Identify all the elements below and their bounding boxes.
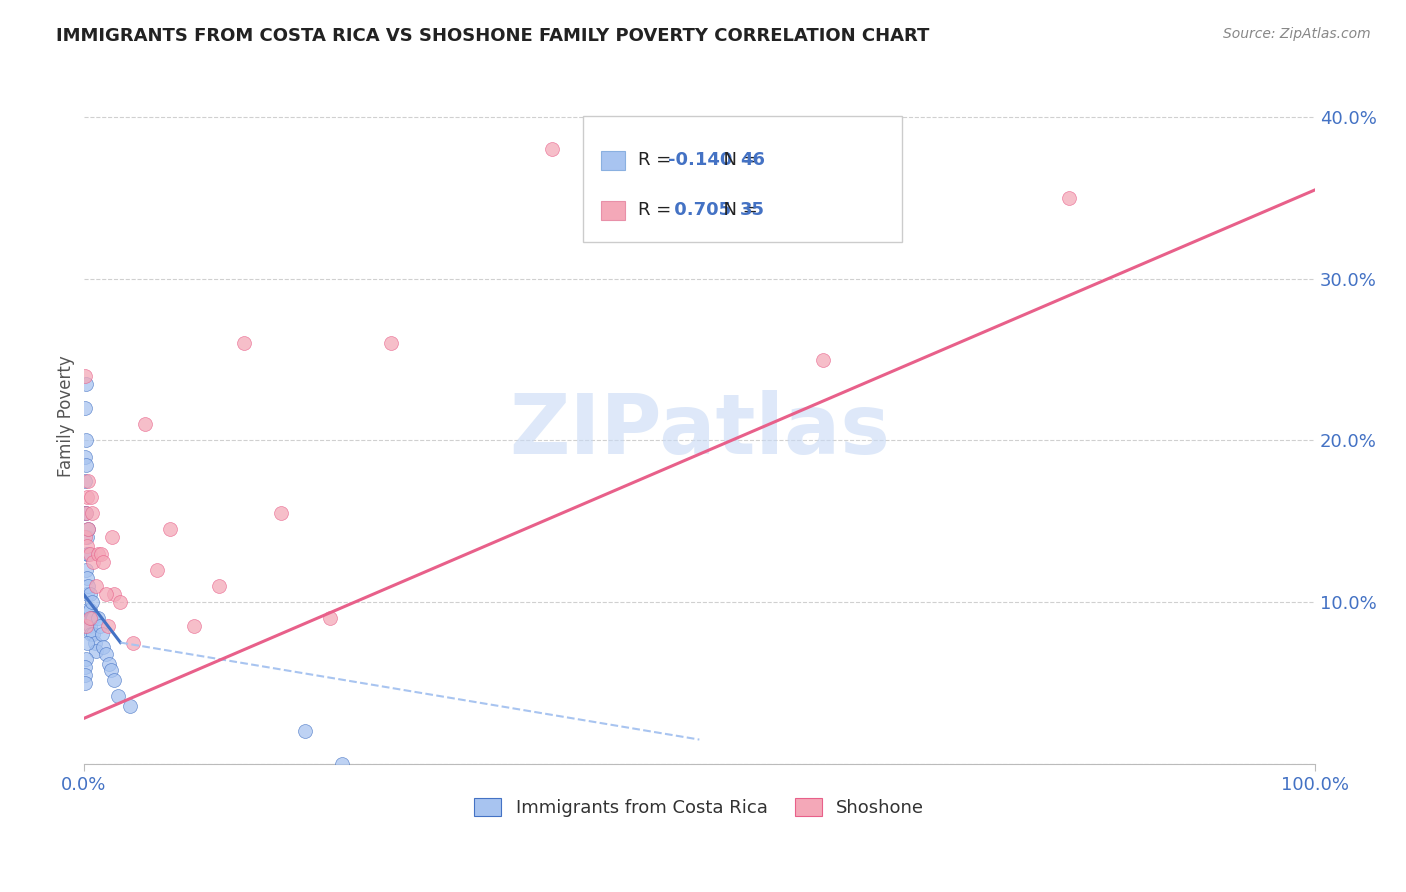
- Text: N =: N =: [711, 202, 763, 219]
- Point: [80, 627, 103, 641]
- Point: [98, 657, 121, 671]
- Point: [79, 619, 101, 633]
- Point: [120, 698, 142, 713]
- Point: [87, 611, 110, 625]
- Point: [97, 619, 120, 633]
- Point: [77, 522, 100, 536]
- Point: [79, 587, 101, 601]
- Point: [73, 668, 96, 682]
- Point: [73, 660, 96, 674]
- Text: 0.705: 0.705: [668, 202, 731, 219]
- Point: [75, 651, 97, 665]
- Point: [76, 603, 98, 617]
- Point: [270, 506, 292, 520]
- Point: [319, 611, 342, 625]
- Point: [77, 547, 100, 561]
- Legend: Immigrants from Costa Rica, Shoshone: Immigrants from Costa Rica, Shoshone: [467, 790, 932, 824]
- Point: [76, 587, 98, 601]
- Text: IMMIGRANTS FROM COSTA RICA VS SHOSHONE FAMILY POVERTY CORRELATION CHART: IMMIGRANTS FROM COSTA RICA VS SHOSHONE F…: [56, 27, 929, 45]
- Point: [75, 434, 97, 448]
- Point: [76, 531, 98, 545]
- Point: [75, 563, 97, 577]
- Point: [75, 506, 97, 520]
- Point: [79, 611, 101, 625]
- Text: N =: N =: [711, 152, 763, 169]
- Point: [76, 619, 98, 633]
- Point: [208, 579, 231, 593]
- Y-axis label: Family Poverty: Family Poverty: [58, 355, 75, 477]
- Point: [103, 587, 125, 601]
- Point: [75, 376, 97, 391]
- Point: [73, 531, 96, 545]
- Text: 35: 35: [740, 202, 765, 219]
- Point: [80, 490, 103, 504]
- Point: [91, 555, 114, 569]
- Point: [79, 547, 101, 561]
- Point: [330, 756, 353, 771]
- Point: [76, 490, 98, 504]
- Point: [83, 635, 105, 649]
- Point: [380, 336, 402, 351]
- Point: [76, 539, 98, 553]
- Point: [103, 673, 125, 687]
- Text: -0.140: -0.140: [668, 152, 733, 169]
- Point: [183, 619, 205, 633]
- Point: [90, 547, 112, 561]
- Point: [73, 676, 96, 690]
- Point: [82, 506, 104, 520]
- Point: [82, 627, 104, 641]
- Point: [110, 595, 132, 609]
- Point: [77, 522, 100, 536]
- Point: [91, 627, 114, 641]
- Point: [80, 611, 103, 625]
- Point: [107, 689, 129, 703]
- Point: [77, 474, 100, 488]
- Point: [73, 401, 96, 415]
- Point: [84, 579, 107, 593]
- Point: [89, 619, 111, 633]
- Point: [1057, 191, 1080, 205]
- Point: [73, 450, 96, 464]
- Point: [540, 142, 562, 156]
- Text: Source: ZipAtlas.com: Source: ZipAtlas.com: [1223, 27, 1371, 41]
- Point: [94, 647, 117, 661]
- Point: [121, 635, 143, 649]
- Point: [76, 571, 98, 585]
- Point: [75, 506, 97, 520]
- Point: [134, 417, 156, 432]
- Point: [101, 531, 124, 545]
- Point: [294, 724, 316, 739]
- Text: 46: 46: [740, 152, 765, 169]
- Point: [87, 547, 110, 561]
- Point: [73, 474, 96, 488]
- Point: [146, 563, 169, 577]
- Point: [811, 352, 834, 367]
- Point: [82, 611, 104, 625]
- Text: R =: R =: [638, 152, 676, 169]
- Text: R =: R =: [638, 202, 676, 219]
- Point: [91, 640, 114, 655]
- Point: [94, 587, 117, 601]
- Point: [82, 555, 104, 569]
- Point: [76, 547, 98, 561]
- Point: [73, 506, 96, 520]
- Point: [77, 579, 100, 593]
- Point: [73, 368, 96, 383]
- Point: [75, 458, 97, 472]
- Point: [82, 595, 104, 609]
- Point: [75, 619, 97, 633]
- Point: [76, 635, 98, 649]
- Point: [82, 611, 104, 625]
- Point: [79, 603, 101, 617]
- Point: [100, 663, 122, 677]
- Text: ZIPatlas: ZIPatlas: [509, 390, 890, 471]
- Point: [159, 522, 181, 536]
- Point: [84, 643, 107, 657]
- Point: [232, 336, 254, 351]
